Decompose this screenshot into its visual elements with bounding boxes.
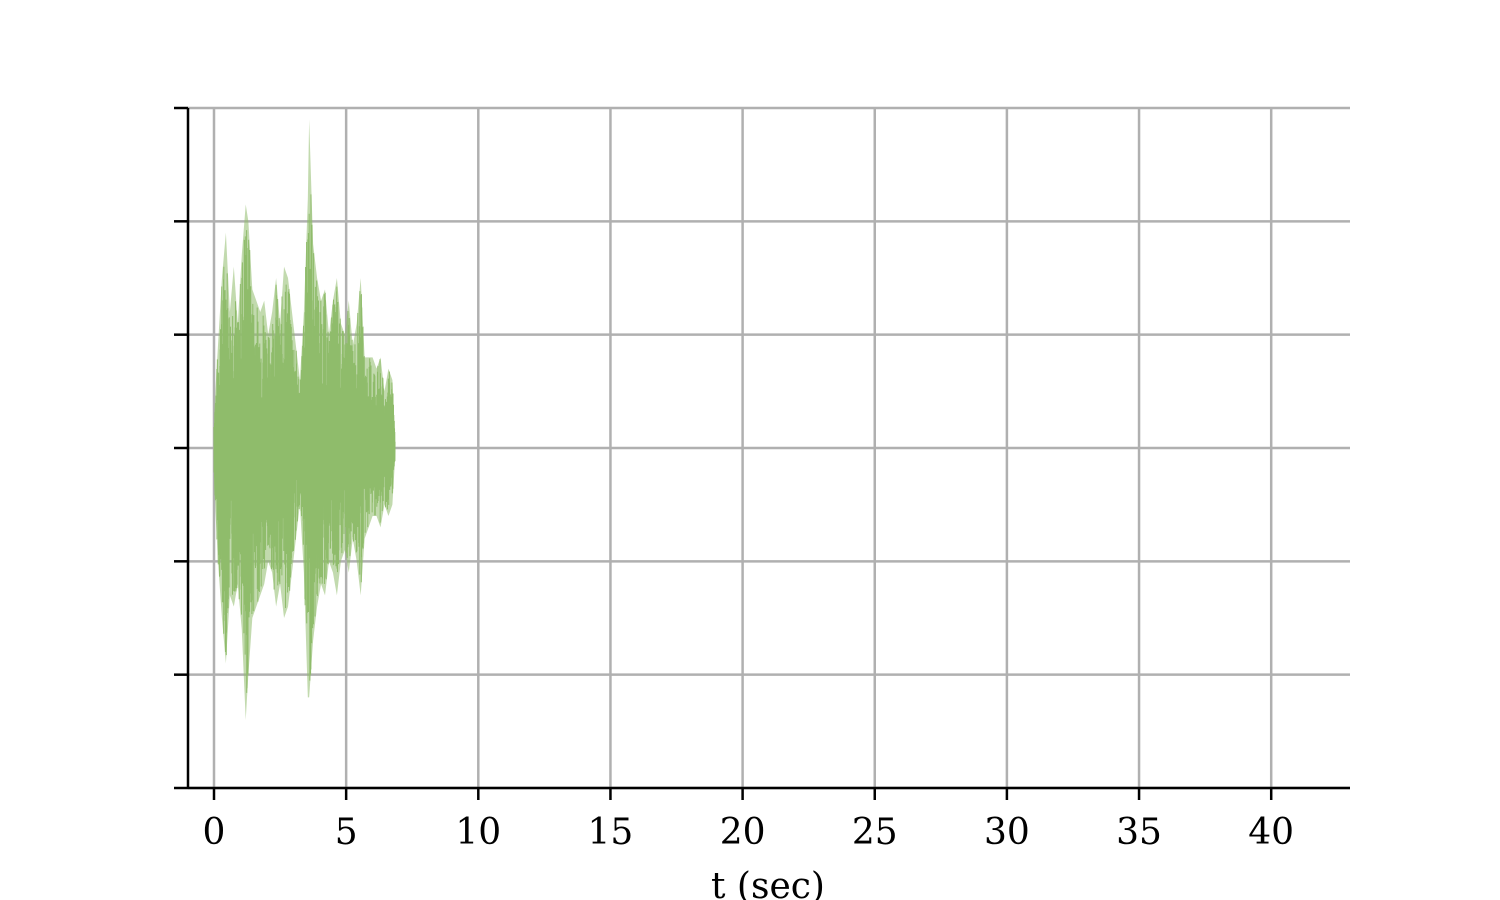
y-ticks: [174, 106, 188, 790]
series-signal: [213, 119, 396, 720]
x-tick-label: 40: [1248, 812, 1294, 853]
series-layer: [213, 119, 396, 720]
x-tick-label: 5: [335, 812, 358, 853]
x-tick-label: 25: [852, 812, 898, 853]
x-axis-label: t (sec): [711, 866, 825, 900]
x-ticks: 0 5 10 15 20 25 30 35 40: [203, 788, 1294, 853]
x-tick-label: 15: [588, 812, 634, 853]
x-tick-label: 10: [455, 812, 501, 853]
x-tick-label: 35: [1116, 812, 1162, 853]
x-tick-label: 0: [203, 812, 226, 853]
x-tick-label: 30: [984, 812, 1030, 853]
signal-line: [213, 194, 396, 693]
x-tick-label: 20: [720, 812, 766, 853]
